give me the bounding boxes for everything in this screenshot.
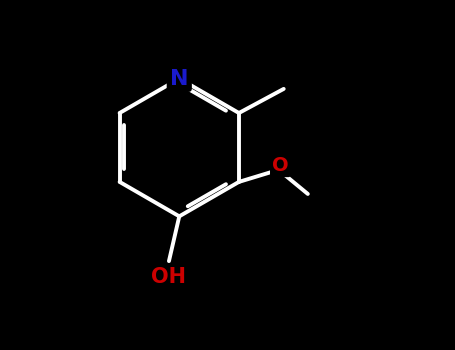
Text: OH: OH <box>152 267 187 287</box>
Text: N: N <box>170 69 188 89</box>
Text: O: O <box>272 156 288 175</box>
